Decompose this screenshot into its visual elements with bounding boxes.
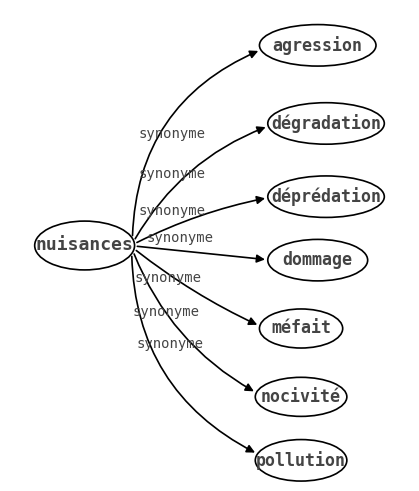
Text: synonyme: synonyme — [138, 127, 205, 141]
FancyArrowPatch shape — [134, 254, 252, 390]
Text: synonyme: synonyme — [147, 231, 214, 245]
Text: méfait: méfait — [271, 320, 331, 337]
Ellipse shape — [255, 377, 347, 416]
Text: synonyme: synonyme — [138, 167, 205, 181]
Ellipse shape — [259, 309, 343, 348]
FancyArrowPatch shape — [135, 127, 264, 239]
Text: agression: agression — [273, 36, 363, 55]
Ellipse shape — [35, 221, 134, 270]
Text: synonyme: synonyme — [134, 271, 201, 285]
Text: dommage: dommage — [283, 251, 353, 269]
Ellipse shape — [268, 240, 367, 281]
Text: synonyme: synonyme — [136, 337, 203, 351]
Ellipse shape — [268, 176, 384, 218]
Ellipse shape — [259, 25, 376, 66]
Ellipse shape — [255, 439, 347, 481]
Text: synonyme: synonyme — [132, 305, 199, 319]
FancyArrowPatch shape — [136, 250, 256, 324]
Ellipse shape — [268, 103, 384, 144]
FancyArrowPatch shape — [137, 197, 263, 243]
FancyArrowPatch shape — [132, 256, 253, 452]
Text: nuisances: nuisances — [36, 237, 134, 254]
FancyArrowPatch shape — [132, 51, 256, 236]
Text: déprédation: déprédation — [271, 187, 381, 206]
FancyArrowPatch shape — [137, 246, 263, 262]
Text: dégradation: dégradation — [271, 114, 381, 133]
Text: pollution: pollution — [256, 451, 346, 470]
Text: synonyme: synonyme — [139, 204, 205, 218]
Text: nocivité: nocivité — [261, 388, 341, 406]
